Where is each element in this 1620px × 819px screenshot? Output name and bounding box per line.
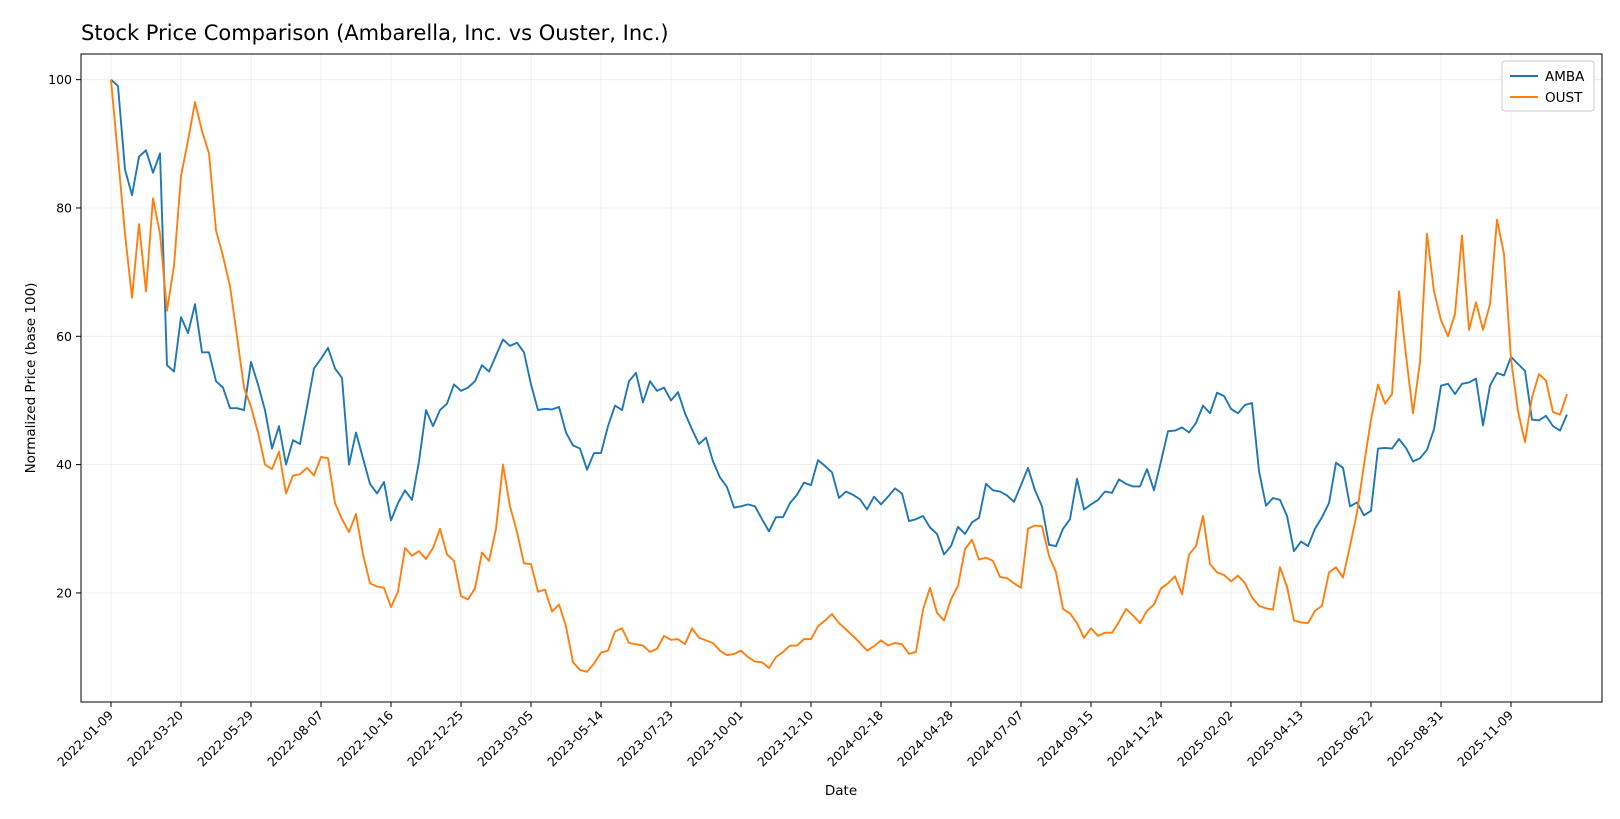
series-line-amba <box>110 78 1568 556</box>
series-line-oust <box>110 79 1568 673</box>
y-tick-label: 60 <box>56 329 72 344</box>
x-tick-label: 2022-01-09 <box>54 707 116 769</box>
x-tick-label: 2023-03-05 <box>474 708 536 770</box>
grid-lines <box>81 54 1602 702</box>
x-tick-label: 2023-12-10 <box>754 707 816 769</box>
x-tick-label: 2025-08-31 <box>1384 708 1446 770</box>
y-tick-label: 100 <box>48 72 72 87</box>
x-tick-label: 2022-12-25 <box>404 708 466 770</box>
legend-label-oust: OUST <box>1545 90 1583 106</box>
plot-area-frame <box>80 53 1603 703</box>
x-tick-label: 2022-08-07 <box>264 708 326 770</box>
x-tick-label: 2023-10-01 <box>684 708 746 770</box>
x-tick-label: 2025-06-22 <box>1314 708 1376 770</box>
x-tick-label: 2025-04-13 <box>1244 708 1306 770</box>
legend-label-amba: AMBA <box>1545 69 1585 85</box>
x-axis-label: Date <box>825 783 857 799</box>
x-tick-label: 2024-11-24 <box>1104 707 1166 769</box>
x-tick-label: 2023-05-14 <box>544 707 606 769</box>
series-lines <box>110 78 1568 673</box>
y-tick-label: 80 <box>56 200 72 215</box>
y-tick-label: 40 <box>56 457 72 472</box>
x-tick-label: 2022-05-29 <box>194 707 256 769</box>
chart-title: Stock Price Comparison (Ambarella, Inc. … <box>81 21 669 45</box>
y-axis: 20 40 60 80 100 <box>48 72 81 600</box>
x-tick-label: 2022-03-20 <box>124 707 186 769</box>
y-tick-label: 20 <box>56 585 72 600</box>
legend-box <box>1501 60 1595 112</box>
y-axis-label: Normalized Price (base 100) <box>23 283 39 474</box>
x-tick-label: 2024-07-07 <box>964 708 1026 770</box>
x-tick-label: 2024-04-28 <box>894 707 956 769</box>
x-tick-label: 2023-07-23 <box>614 708 676 770</box>
legend: AMBA OUST <box>1501 60 1595 112</box>
x-tick-label: 2024-09-15 <box>1034 708 1096 770</box>
x-tick-label: 2025-11-09 <box>1454 707 1516 769</box>
x-axis: 2022-01-09 2022-03-20 2022-05-29 2022-08-07… <box>54 702 1516 769</box>
x-tick-label: 2024-02-18 <box>824 707 886 769</box>
x-tick-label: 2022-10-16 <box>334 707 396 769</box>
x-tick-label: 2025-02-02 <box>1174 708 1236 770</box>
